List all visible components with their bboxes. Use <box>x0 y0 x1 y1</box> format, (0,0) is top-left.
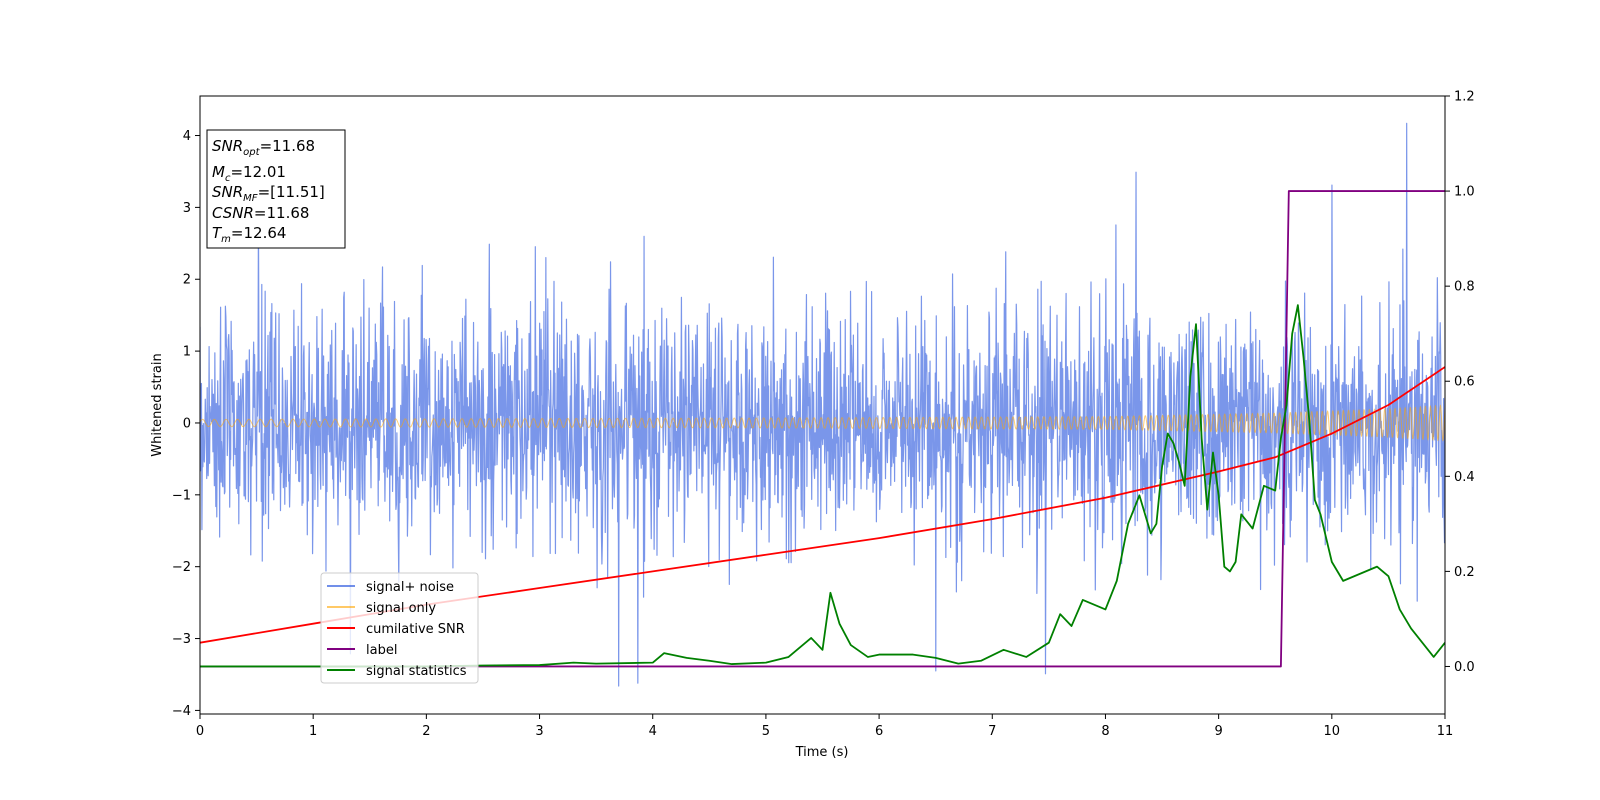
y-left-tick-label: −2 <box>172 560 191 575</box>
y-left-tick-label: 1 <box>183 345 191 360</box>
y-right-tick-label: 1.2 <box>1454 90 1475 105</box>
x-tick-label: 10 <box>1324 724 1341 739</box>
y-left-tick-label: −3 <box>172 632 191 647</box>
legend: signal+ noise signal only cumilative SNR la… <box>320 572 479 684</box>
series-signal-noise-line <box>200 122 1445 687</box>
y-axis-label: Whitened strain <box>150 353 165 456</box>
y-right-tick-label: 0.6 <box>1454 375 1475 390</box>
annotation-line: SNRopt=11.68 <box>212 137 315 158</box>
x-axis-label: Time (s) <box>795 745 849 760</box>
y-left-tick-label: 3 <box>183 201 191 216</box>
legend-label-signal-only: signal only <box>366 601 436 616</box>
x-tick-label: 1 <box>309 724 317 739</box>
x-tick-label: 11 <box>1437 724 1454 739</box>
series-signal-only-line <box>200 404 1445 442</box>
series-label-line <box>200 190 1445 668</box>
x-tick-label: 3 <box>535 724 543 739</box>
legend-label-signal-noise: signal+ noise <box>366 580 454 595</box>
annotation-line: Mc=12.01 <box>212 163 286 184</box>
y-right-tick-label: 0.2 <box>1454 565 1475 580</box>
x-tick-label: 6 <box>875 724 883 739</box>
y-left-tick-label: 4 <box>183 129 191 144</box>
legend-label-label: label <box>366 643 397 658</box>
x-tick-label: 0 <box>196 724 204 739</box>
x-tick-label: 9 <box>1214 724 1222 739</box>
y-right-tick-label: 0.8 <box>1454 280 1475 295</box>
y-right-tick-label: 1.0 <box>1454 185 1475 200</box>
y-right-tick-label: 0.0 <box>1454 660 1475 675</box>
annotation-line: SNRMF=[11.51] <box>212 183 325 204</box>
y-left-tick-label: 2 <box>183 273 191 288</box>
series-signal-statistics-line <box>200 304 1445 668</box>
x-tick-label: 7 <box>988 724 996 739</box>
annotation-line: Tm=12.64 <box>212 224 286 245</box>
y-left-tick-label: −1 <box>172 488 191 503</box>
x-tick-label: 8 <box>1101 724 1109 739</box>
x-tick-label: 4 <box>649 724 657 739</box>
y-left-tick-label: −4 <box>172 704 191 719</box>
plot-frame <box>199 95 1446 715</box>
legend-label-cumilative-snr: cumilative SNR <box>366 622 465 637</box>
y-left-tick-label: 0 <box>183 416 191 431</box>
legend-label-signal-statistics: signal statistics <box>366 664 467 679</box>
annotation-box: SNRopt=11.68 Mc=12.01SNRMF=[11.51]CSNR=11… <box>206 129 346 249</box>
x-tick-label: 2 <box>422 724 430 739</box>
annotation-line: CSNR=11.68 <box>212 204 309 222</box>
x-tick-label: 5 <box>762 724 770 739</box>
y-right-tick-label: 0.4 <box>1454 470 1475 485</box>
